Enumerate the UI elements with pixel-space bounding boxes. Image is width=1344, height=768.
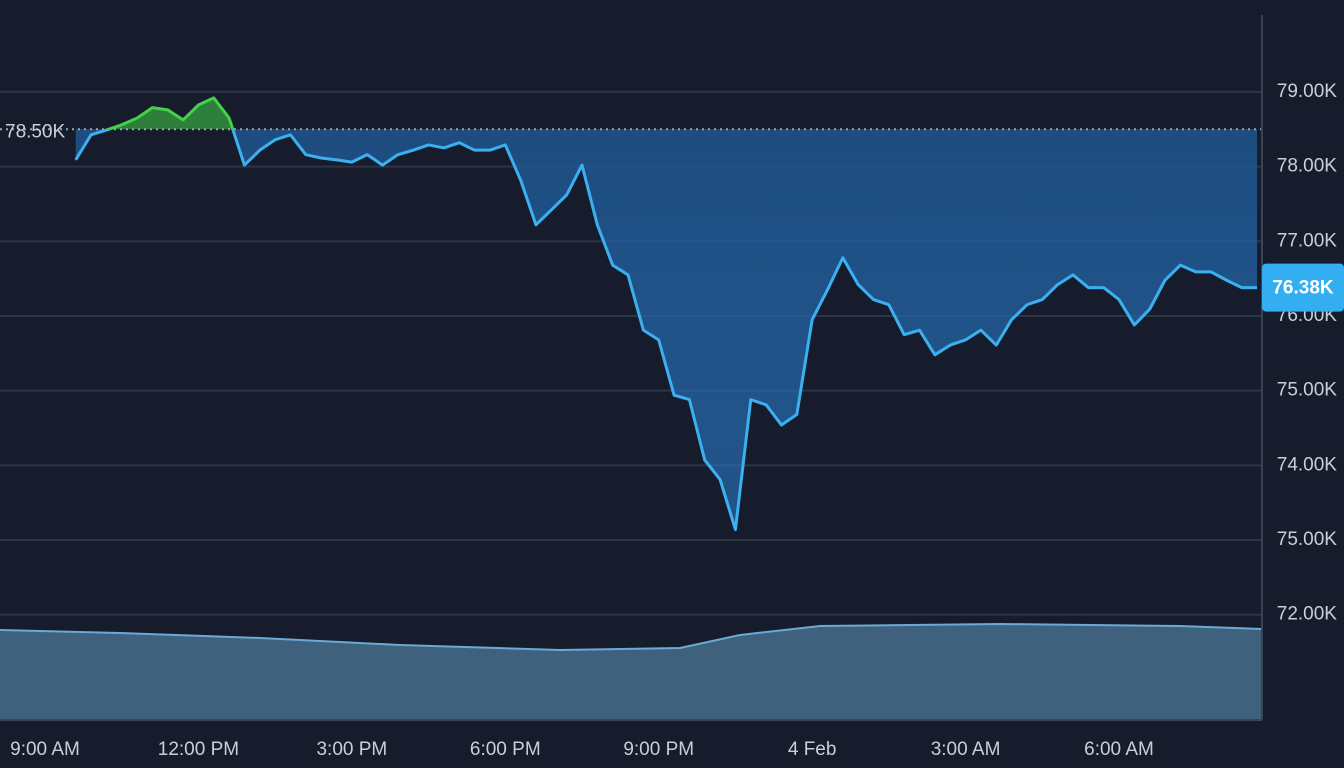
y-tick-label: 77.00K	[1277, 230, 1338, 251]
x-tick-label: 6:00 PM	[470, 739, 541, 760]
y-tick-label: 75.00K	[1277, 380, 1338, 401]
y-tick-label: 79.00K	[1277, 81, 1338, 102]
volume-area	[0, 624, 1262, 720]
x-tick-label: 3:00 PM	[316, 739, 387, 760]
price-line	[74, 96, 1258, 532]
area-below	[75, 129, 1258, 530]
last-price-box	[1262, 263, 1344, 312]
volume-line	[0, 622, 1263, 652]
y-tick-label: 74.00K	[1277, 454, 1338, 475]
x-tick-label: 3:00 AM	[931, 739, 1001, 760]
baseline-label: 78.50K	[5, 121, 66, 142]
x-tick-label: 12:00 PM	[158, 739, 239, 760]
y-tick-label: 75.00K	[1277, 529, 1338, 550]
x-tick-label: 4 Feb	[788, 739, 837, 760]
last-price-label: 76.38K	[1272, 278, 1334, 299]
x-tick-label: 9:00 AM	[10, 739, 80, 760]
y-tick-label: 78.00K	[1277, 156, 1338, 177]
x-tick-label: 6:00 AM	[1084, 739, 1154, 760]
labels: 79.00K78.00K77.00K76.00K75.00K74.00K75.0…	[5, 81, 1344, 760]
x-tick-label: 9:00 PM	[623, 739, 694, 760]
y-tick-label: 72.00K	[1277, 604, 1338, 625]
plot	[0, 96, 1262, 532]
area-above	[108, 97, 233, 130]
